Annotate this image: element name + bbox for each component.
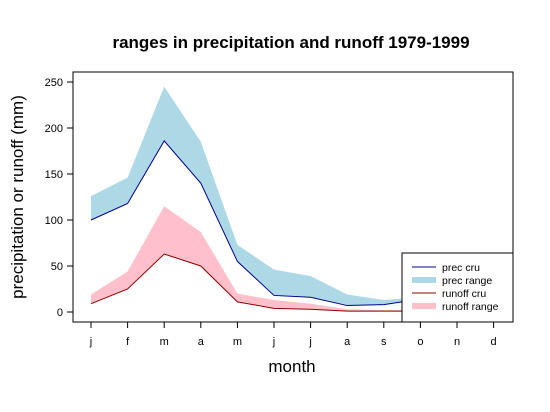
x-tick-label: a (198, 336, 205, 348)
band-prec-range (91, 86, 494, 312)
x-tick-label: a (344, 336, 351, 348)
x-tick-label: f (126, 336, 130, 348)
legend-label: runoff range (442, 301, 499, 313)
x-tick-label: s (381, 336, 387, 348)
y-axis: 0 50 100 150 200 250 (45, 77, 74, 319)
x-tick-label: j (308, 336, 311, 348)
x-tick-label: j (89, 336, 92, 348)
x-tick-label: m (160, 336, 169, 348)
legend-label: prec cru (442, 262, 480, 274)
legend-label: runoff cru (442, 288, 486, 300)
band-runoff-range (91, 206, 494, 312)
y-tick-label: 200 (45, 123, 63, 135)
legend-box (401, 252, 514, 323)
x-tick-label: d (491, 336, 497, 348)
y-tick-label: 50 (51, 261, 63, 273)
x-tick-label: j (272, 336, 275, 348)
x-tick-label: m (233, 336, 242, 348)
y-tick-label: 100 (45, 215, 63, 227)
chart-title: ranges in precipitation and runoff 1979-… (112, 33, 469, 52)
y-tick-label: 150 (45, 169, 63, 181)
plot-bands (91, 86, 494, 312)
x-tick-label: o (417, 336, 423, 348)
x-axis-title: month (268, 357, 315, 376)
x-tick-label: n (454, 336, 460, 348)
y-tick-label: 0 (57, 307, 63, 319)
legend-label: prec range (442, 275, 492, 287)
y-tick-label: 250 (45, 77, 63, 89)
y-axis-title: precipitation or runoff (mm) (8, 95, 27, 299)
